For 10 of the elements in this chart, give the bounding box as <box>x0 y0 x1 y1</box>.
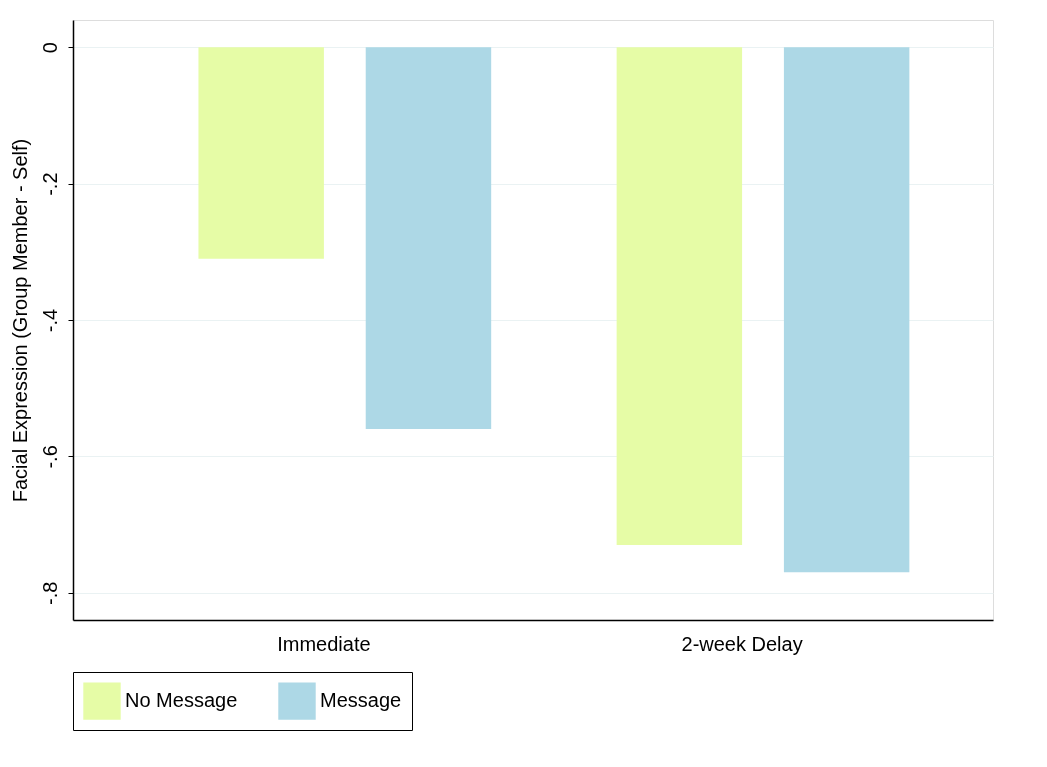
y-tick-label: -.4 <box>38 308 61 333</box>
y-tick-label: -.2 <box>38 172 61 196</box>
y-tick-label: 0 <box>38 42 61 54</box>
x-tick-label: Immediate <box>277 632 371 655</box>
legend-label: Message <box>320 689 402 712</box>
y-axis-title: Facial Expression (Group Member - Self) <box>8 138 31 503</box>
y-tick-label: -.8 <box>38 581 61 605</box>
x-tick-label: 2-week Delay <box>681 632 803 655</box>
legend-label: No Message <box>125 689 238 712</box>
y-tick-label: -.6 <box>38 445 61 469</box>
